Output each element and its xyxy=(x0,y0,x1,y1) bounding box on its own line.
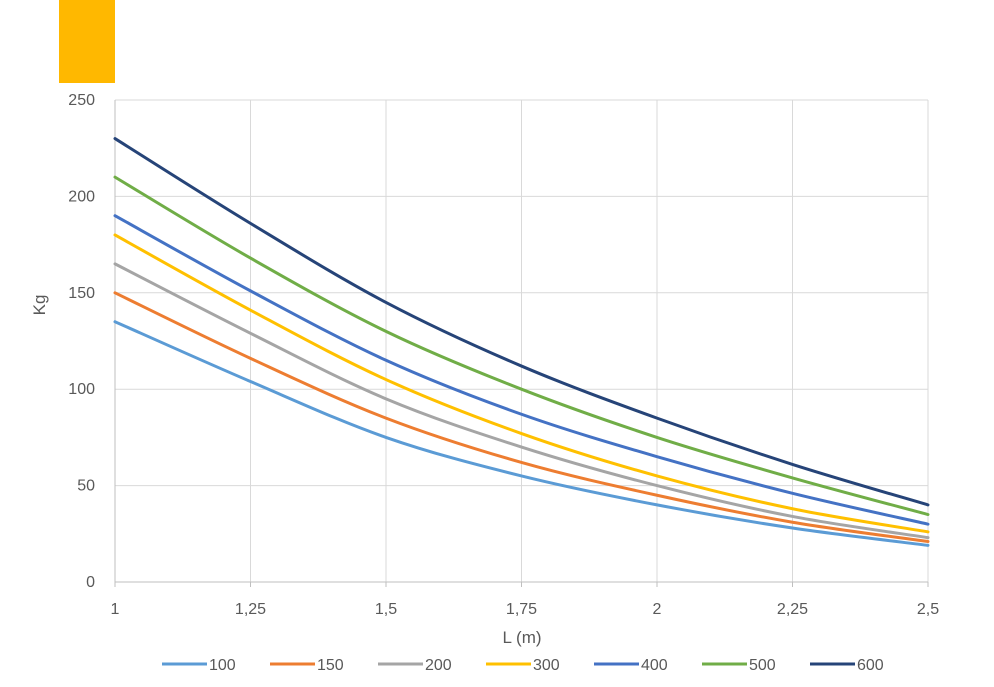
x-axis-title: L (m) xyxy=(502,628,541,647)
legend: 100 150 200 300 400 500 600 xyxy=(162,657,884,674)
x-tick-label: 1,25 xyxy=(235,601,266,618)
y-axis-title: Kg xyxy=(30,295,49,316)
legend-label-100: 100 xyxy=(209,657,236,674)
axes xyxy=(114,100,929,587)
x-tick-label: 1 xyxy=(111,601,120,618)
series-line-100 xyxy=(113,320,930,547)
x-tick-label: 2 xyxy=(653,601,662,618)
y-tick-label: 100 xyxy=(68,381,95,398)
series-line-600 xyxy=(113,137,930,507)
legend-label-200: 200 xyxy=(425,657,452,674)
x-tick-label: 2,25 xyxy=(777,601,808,618)
tick-labels: 0 50 100 150 200 250 1 1,25 1,5 1,75 2 2,25 2,5 xyxy=(68,92,939,618)
y-tick-label: 250 xyxy=(68,92,95,109)
y-tick-label: 150 xyxy=(68,285,95,302)
legend-label-600: 600 xyxy=(857,657,884,674)
series-line-300 xyxy=(113,233,930,534)
series-line-500 xyxy=(113,175,930,517)
series-line-200 xyxy=(113,262,930,540)
y-tick-label: 50 xyxy=(77,478,95,495)
x-tick-label: 2,5 xyxy=(917,601,939,618)
series-line-150 xyxy=(113,291,930,544)
grid xyxy=(115,99,929,582)
legend-label-300: 300 xyxy=(533,657,560,674)
accent-block xyxy=(59,0,115,83)
x-tick-label: 1,5 xyxy=(375,601,397,618)
legend-label-500: 500 xyxy=(749,657,776,674)
y-tick-label: 200 xyxy=(68,188,95,205)
x-tick-label: 1,75 xyxy=(506,601,537,618)
series-lines xyxy=(113,137,930,547)
legend-label-150: 150 xyxy=(317,657,344,674)
legend-label-400: 400 xyxy=(641,657,668,674)
series-line-400 xyxy=(113,214,930,526)
y-tick-label: 0 xyxy=(86,574,95,591)
